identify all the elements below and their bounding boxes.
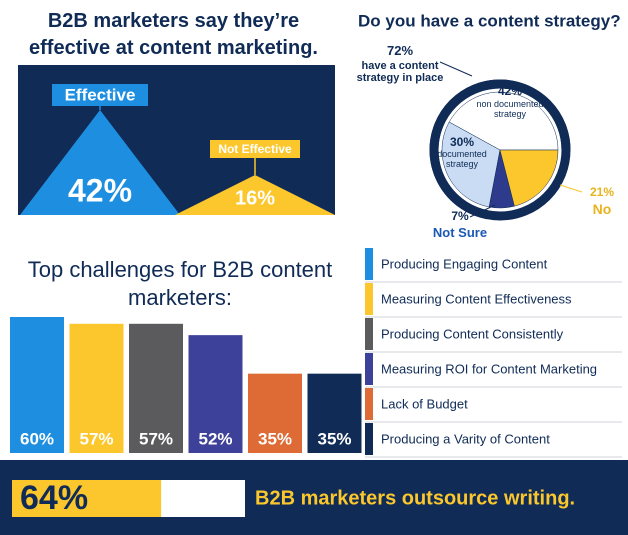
value-label: 57% [139,429,173,448]
value-label: 52% [198,429,232,448]
bar [188,335,243,453]
chart-title: Do you have a content strategy? [358,11,621,30]
bar [10,317,64,453]
annotation-value: 72% [386,43,414,58]
category-label: Not Effective [218,142,292,156]
legend-label: Producing Content Consistently [381,326,564,341]
connector [469,204,496,218]
triangle [20,110,180,215]
legend-swatch [365,353,373,385]
bar [129,323,183,453]
caption: B2B marketers outsource writing. [255,487,575,509]
legend-swatch [365,388,373,420]
category-label: No [592,201,612,217]
value-label: 7% [451,209,469,223]
legend-label: Measuring ROI for Content Marketing [381,361,597,376]
triangle [175,175,335,215]
chart-title: B2B marketers say they’re effective at c… [29,10,318,59]
label-box [52,84,148,106]
value-label: 42% [68,172,132,208]
value-label: 35% [317,429,351,448]
value-label: 60% [20,429,54,448]
pie-slice [499,149,559,207]
legend-label: Measuring Content Effectiveness [381,291,572,306]
pie-slice [441,121,501,208]
connector [439,61,473,77]
legend-swatch [365,423,373,455]
chart-title: Top challenges for B2B content marketers… [27,257,333,310]
bar [307,373,362,453]
category-label: documented strategy [437,149,487,169]
value-label: 16% [235,187,275,209]
value-label: 21% [589,185,615,199]
value-label: 64% [20,479,88,517]
value-label: 35% [258,429,292,448]
pie-slice [448,91,559,151]
value-label: 30% [449,135,475,149]
label-box [210,140,300,158]
annotation-arc [429,79,571,220]
legend-label: Lack of Budget [381,396,468,411]
legend-label: Producing a Varity of Content [381,431,550,446]
value-label: 42% [497,84,523,98]
legend-swatch [365,318,373,350]
legend-label: Producing Engaging Content [381,256,548,271]
bar [69,323,124,453]
value-label: 57% [79,429,113,448]
connector [559,184,583,193]
category-label: Not Sure [432,225,488,240]
annotation-text: have a content strategy in place [356,60,444,85]
category-label: non documented strategy [476,99,544,119]
legend-swatch [365,283,373,315]
bar [248,373,302,453]
progress-fill [12,480,162,517]
category-label: Effective [65,85,136,104]
legend-swatch [365,248,373,280]
